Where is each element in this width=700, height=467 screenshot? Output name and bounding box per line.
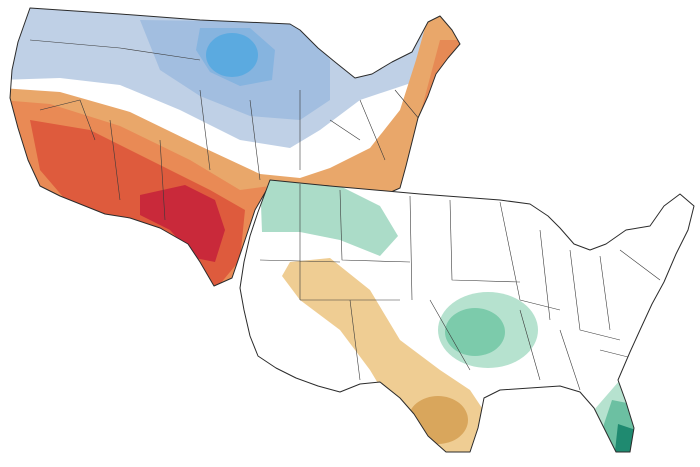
state-lines	[259, 184, 661, 391]
blue-region-core	[206, 33, 258, 77]
bottom-map	[240, 180, 694, 452]
bottom-map-outline	[239, 179, 695, 453]
state-lines	[29, 39, 421, 221]
green-region-florida-core	[614, 424, 638, 452]
green-region-central-core	[445, 308, 505, 356]
green-region-northwest	[260, 180, 398, 256]
tan-region-core	[408, 396, 468, 444]
red-region-core	[140, 185, 225, 262]
